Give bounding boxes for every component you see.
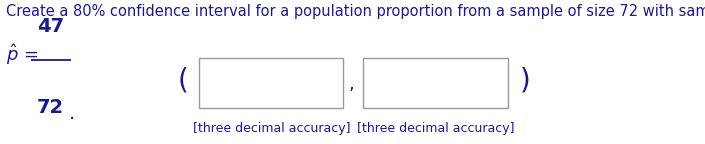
Text: (: ( (178, 67, 189, 95)
FancyBboxPatch shape (199, 58, 343, 108)
Text: [three decimal accuracy]: [three decimal accuracy] (357, 122, 515, 135)
Text: ,: , (348, 75, 354, 93)
Text: 72: 72 (37, 98, 64, 117)
Text: Create a 80% confidence interval for a population proportion from a sample of si: Create a 80% confidence interval for a p… (6, 4, 705, 19)
Text: [three decimal accuracy]: [three decimal accuracy] (192, 122, 350, 135)
Text: 47: 47 (37, 17, 64, 36)
Text: ): ) (520, 67, 531, 95)
Text: .: . (69, 104, 75, 123)
FancyBboxPatch shape (363, 58, 508, 108)
Text: $\hat{p}$ =: $\hat{p}$ = (6, 42, 38, 67)
